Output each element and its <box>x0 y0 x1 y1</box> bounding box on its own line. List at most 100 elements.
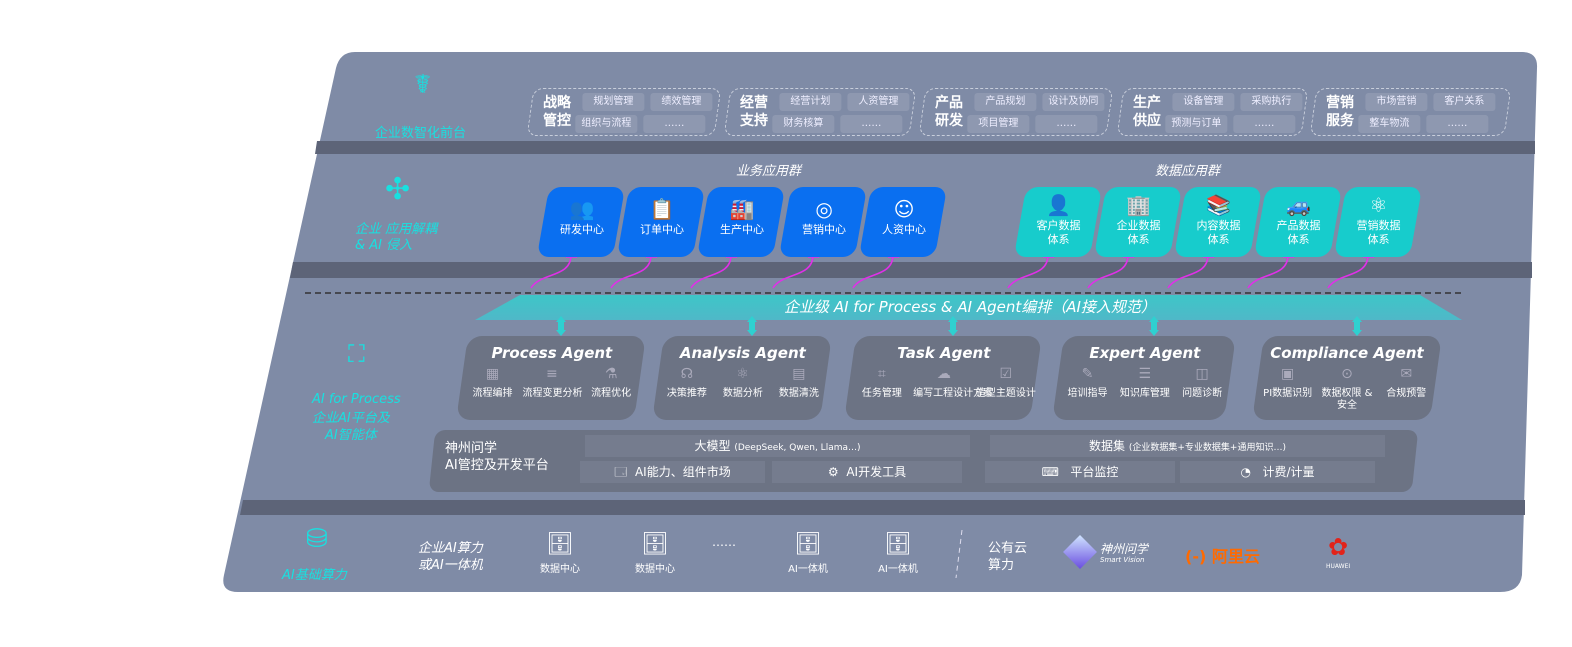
agent-title: Analysis Agent <box>679 344 806 362</box>
monitor-label: 平台监控 <box>1070 465 1119 479</box>
group-item[interactable]: 客户关系 <box>1433 93 1496 111</box>
front-group: 产品 研发 产品规划 设计及协同 项目管理 …… <box>918 88 1114 136</box>
group-item[interactable]: 采购执行 <box>1240 93 1303 111</box>
dataset-note: (企业数据集+专业数据集+通用知识…) <box>1128 443 1286 453</box>
data-app-tile[interactable]: 👤 客户数据 体系 <box>1013 187 1103 257</box>
group-item[interactable]: …… <box>1233 115 1296 133</box>
front-group: 战略 管控 规划管理 绩效管理 组织与流程 …… <box>526 88 722 136</box>
feature-icon: ◫ <box>1195 366 1209 382</box>
monitor-cell: ⌨ 平台监控 <box>985 461 1175 483</box>
agent-title: Compliance Agent <box>1270 344 1424 362</box>
agent-title: Process Agent <box>491 344 613 362</box>
group-item[interactable]: 经营计划 <box>779 93 842 111</box>
front-group: 营销 服务 市场营销 客户关系 整车物流 …… <box>1309 88 1512 136</box>
feature-label: 任务管理 <box>861 388 902 399</box>
devtools-icon: ⚙ <box>827 465 839 479</box>
business-app-tile[interactable]: 📋 订单中心 <box>616 187 706 257</box>
front-group: 经营 支持 经营计划 人资管理 财务核算 …… <box>723 88 917 136</box>
feature-label: 流程优化 <box>591 388 632 399</box>
aliyun-text: 阿里云 <box>1211 547 1260 566</box>
data-app-tile[interactable]: ⚛ 营销数据 体系 <box>1333 187 1423 257</box>
group-item[interactable]: …… <box>643 115 706 133</box>
devtools-cell: ⚙ AI开发工具 <box>772 461 962 483</box>
tile-label: 人资中心 <box>882 223 927 236</box>
feature-label: 知识库管理 <box>1119 388 1170 399</box>
business-app-tile[interactable]: ☺ 人资中心 <box>858 187 948 257</box>
data-app-tile[interactable]: 📚 内容数据 体系 <box>1173 187 1263 257</box>
group-title: 产品 研发 <box>935 95 963 129</box>
agent-feature: ✉ 合规预警 <box>1377 366 1436 412</box>
magenta-arrow <box>690 254 732 289</box>
group-item[interactable]: 设计及协同 <box>1042 93 1105 111</box>
group-item[interactable]: …… <box>840 115 903 133</box>
group-item[interactable]: 预测与订单 <box>1165 115 1228 133</box>
tile-label: 产品数据 体系 <box>1276 219 1321 246</box>
group-title: 生产 供应 <box>1133 95 1161 129</box>
tile-label: 企业数据 体系 <box>1116 219 1161 246</box>
data-app-tile[interactable]: 🚙 产品数据 体系 <box>1253 187 1343 257</box>
gauge-icon: ◔ <box>1240 465 1251 479</box>
feature-label: 数据清洗 <box>778 388 819 399</box>
server-icon: 🗄 <box>794 532 822 557</box>
group-item[interactable]: …… <box>1426 115 1489 133</box>
business-app-tile[interactable]: 🏭 生产中心 <box>696 187 786 257</box>
data-app-tile[interactable]: 🏢 企业数据 体系 <box>1093 187 1183 257</box>
platform-title: 神州问学 AI管控及开发平台 <box>445 441 549 473</box>
server-icon: 🗄 <box>884 532 912 557</box>
agent-card[interactable]: Expert Agent ✎ 培训指导 ☰ 知识库管理 ◫ 问题诊断 <box>1052 336 1236 420</box>
feature-label: 数据分析 <box>722 388 763 399</box>
group-item[interactable]: 设备管理 <box>1172 93 1235 111</box>
billing-cell: ◔ 计费/计量 <box>1180 461 1375 483</box>
tile-label: 研发中心 <box>560 223 605 236</box>
apps-label: 企业 应用解耦 & AI 侵入 <box>355 222 438 253</box>
agent-card[interactable]: Task Agent ⌗ 任务管理 ☁ 编写工程设计方案 ☑ 造型主题设计 <box>844 336 1042 420</box>
feature-label: 决策推荐 <box>666 388 707 399</box>
tile-label: 生产中心 <box>720 223 765 236</box>
group-item[interactable]: 规划管理 <box>582 93 645 111</box>
huawei-logo: ✿ <box>1328 533 1349 561</box>
server-label: 数据中心 <box>540 564 580 575</box>
group-item[interactable]: 绩效管理 <box>650 93 713 111</box>
market-label: AI能力、组件市场 <box>634 465 731 479</box>
server-item: 🗄 数据中心 <box>625 530 685 575</box>
face-scan-icon: ⛶ <box>348 340 365 368</box>
books-icon: 📚 <box>1206 193 1231 217</box>
group-item[interactable]: 市场营销 <box>1365 93 1428 111</box>
car-icon: 🚙 <box>1286 193 1311 217</box>
agent-card[interactable]: Process Agent ▦ 流程编排 ≡ 流程变更分析 ⚗ 流程优化 <box>456 336 646 420</box>
market-cell: 🗔 AI能力、组件市场 <box>580 461 765 483</box>
agent-card[interactable]: Analysis Agent ☊ 决策推荐 ⚛ 数据分析 ▤ 数据清洗 <box>652 336 832 420</box>
band-1 <box>315 141 1535 154</box>
server-label: AI一体机 <box>878 564 918 575</box>
group-item[interactable]: 组织与流程 <box>575 115 638 133</box>
smartvision-en: Smart Vision <box>1100 556 1145 564</box>
business-app-tile[interactable]: 👥 研发中心 <box>536 187 626 257</box>
agent-feature: ✎ 培训指导 <box>1059 366 1116 400</box>
group-item[interactable]: 产品规划 <box>974 93 1037 111</box>
agent-feature: ☊ 决策推荐 <box>659 366 714 400</box>
feature-icon: ▣ <box>1281 366 1295 382</box>
agent-feature: ⚛ 数据分析 <box>715 366 770 400</box>
agent-feature: ▤ 数据清洗 <box>771 366 826 400</box>
group-item[interactable]: …… <box>1035 115 1098 133</box>
band-3 <box>240 500 1525 515</box>
agent-feature: ▣ PI数据识别 <box>1258 366 1317 412</box>
group-item[interactable]: 整车物流 <box>1358 115 1421 133</box>
business-app-tile[interactable]: ◎ 营销中心 <box>778 187 868 257</box>
agent-card[interactable]: Compliance Agent ▣ PI数据识别 ⊙ 数据权限 & 安全 ✉ 合规预警 <box>1252 336 1442 420</box>
magenta-arrow <box>1167 254 1209 289</box>
group-item[interactable]: 人资管理 <box>847 93 910 111</box>
enterprise-compute: 企业AI算力 或AI一体机 <box>418 541 483 573</box>
clipboard-icon: 📋 <box>649 197 675 221</box>
target-icon: ◎ <box>815 197 833 221</box>
group-title: 经营 支持 <box>740 95 768 129</box>
ellipsis: …… <box>712 535 736 549</box>
feature-icon: ⌗ <box>877 366 886 382</box>
agent-feature: ⌗ 任务管理 <box>851 366 912 400</box>
agent-feature: ☑ 造型主题设计 <box>975 366 1036 400</box>
group-item[interactable]: 财务核算 <box>772 115 835 133</box>
server-label: AI一体机 <box>788 564 828 575</box>
group-item[interactable]: 项目管理 <box>967 115 1030 133</box>
agent-feature: ⚗ 流程优化 <box>582 366 641 400</box>
connector-arrow <box>556 316 566 322</box>
